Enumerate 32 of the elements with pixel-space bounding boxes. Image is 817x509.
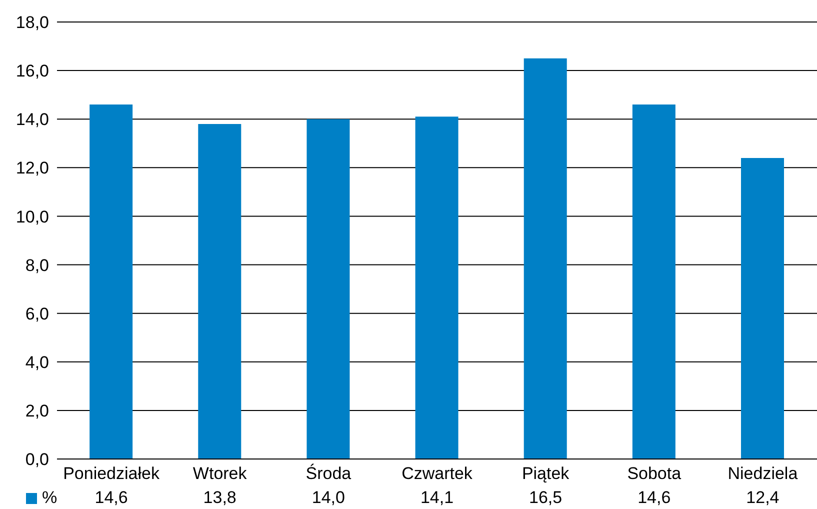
data-label: 14,1 — [419, 488, 455, 508]
data-label: 14,6 — [94, 488, 129, 508]
x-tick-label: Poniedziałek — [63, 464, 160, 484]
bar — [741, 158, 784, 459]
data-label: 12,4 — [745, 488, 780, 508]
data-label: 16,5 — [528, 488, 564, 508]
y-tick-label: 6,0 — [25, 304, 49, 324]
y-tick-label: 16,0 — [16, 62, 49, 81]
y-tick-label: 14,0 — [16, 110, 49, 130]
x-tick-label: Wtorek — [192, 464, 248, 484]
x-tick-label: Niedziela — [728, 464, 798, 484]
y-tick-label: 18,0 — [16, 13, 49, 32]
y-tick-label: 8,0 — [25, 256, 49, 275]
x-tick-label: Środa — [306, 463, 352, 484]
bar — [415, 116, 458, 459]
y-tick-label: 0,0 — [25, 450, 49, 470]
y-tick-label: 4,0 — [25, 352, 49, 372]
bar — [524, 58, 567, 459]
x-tick-label: Piątek — [522, 464, 570, 484]
bar — [632, 104, 676, 459]
data-label: 13,8 — [202, 488, 238, 508]
x-tick-label: Czwartek — [402, 464, 473, 484]
data-label: 14,6 — [636, 488, 672, 508]
bar — [306, 119, 350, 459]
y-tick-label: 12,0 — [16, 158, 49, 178]
bar — [198, 124, 242, 459]
y-tick-label: 2,0 — [25, 401, 49, 420]
legend-label: % — [42, 488, 58, 508]
x-tick-label: Sobota — [627, 464, 682, 484]
data-label: 14,0 — [310, 488, 346, 508]
bar — [90, 104, 133, 459]
y-tick-label: 10,0 — [16, 207, 49, 226]
